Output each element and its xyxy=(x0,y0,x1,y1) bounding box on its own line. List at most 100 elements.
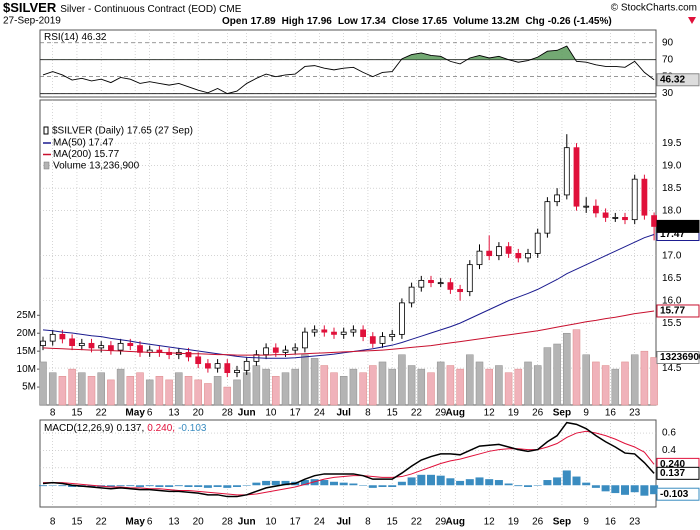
x-tick-label: Sep xyxy=(553,517,571,528)
x-tick-label: 15 xyxy=(71,408,83,419)
candle-body xyxy=(59,333,66,340)
quote-value: -0.26 (-1.45%) xyxy=(548,16,612,27)
volume-bar xyxy=(97,372,105,406)
macd-histogram-bar xyxy=(320,480,329,486)
x-tick-label: Jun xyxy=(238,408,256,419)
volume-bar xyxy=(466,354,474,406)
quote-label: Close xyxy=(392,16,420,27)
candle-body xyxy=(554,194,560,203)
volume-bar xyxy=(582,354,590,406)
macd-tag-box xyxy=(656,466,700,480)
macd-histogram-bar xyxy=(456,480,465,486)
y-tick-label: 14.5 xyxy=(662,363,682,374)
macd-legend-value: -0.103 xyxy=(178,423,207,434)
volume-bar xyxy=(533,365,542,406)
ma-tag-box xyxy=(656,304,700,318)
macd-histogram-bar xyxy=(145,485,154,487)
quote-label: Low xyxy=(338,16,358,27)
candle-body xyxy=(263,347,270,356)
candle-body xyxy=(612,217,619,219)
volume-bar xyxy=(553,343,561,406)
date: 27-Sep-2019 xyxy=(3,16,61,27)
volume-bar xyxy=(39,361,47,406)
candle-body xyxy=(272,347,279,353)
x-tick-label: 12 xyxy=(484,408,496,419)
x-tick-label: Sep xyxy=(553,408,571,419)
x-tick-label: 16 xyxy=(605,517,617,528)
x-tick-label: 8 xyxy=(365,517,371,528)
volume-bar xyxy=(330,372,338,406)
legend-entry: MA(200) 15.77 xyxy=(53,149,120,160)
candle-body xyxy=(69,338,75,347)
x-tick-label: Jul xyxy=(336,517,351,528)
candle-body xyxy=(563,147,570,196)
macd-histogram-bar xyxy=(485,479,494,486)
macd-histogram-bar xyxy=(271,480,280,486)
candle-body xyxy=(321,329,328,333)
macd-histogram-bar xyxy=(621,485,629,495)
x-tick-label: 20 xyxy=(193,408,205,419)
rsi-tick-label: 70 xyxy=(662,54,674,65)
volume-bar xyxy=(485,368,493,406)
candle-body xyxy=(369,336,376,344)
macd-histogram-bar xyxy=(427,474,435,486)
ma-tag: 15.77 xyxy=(660,306,685,317)
macd-histogram-bar xyxy=(203,485,212,488)
rsi-panel xyxy=(39,29,657,98)
volume-bar xyxy=(165,379,173,406)
rsi-tick-label: 30 xyxy=(662,88,674,99)
rsi-tick-label: 90 xyxy=(662,37,674,48)
price-panel xyxy=(39,99,657,406)
legend-volume-icon xyxy=(43,161,50,170)
rsi-line xyxy=(42,45,655,95)
macd-panel xyxy=(39,419,657,508)
x-tick-label: 28 xyxy=(222,408,234,419)
candle-body xyxy=(282,349,289,353)
macd-histogram-bar xyxy=(242,485,251,486)
candle-body xyxy=(185,351,192,358)
candle-body xyxy=(583,205,590,208)
x-tick-label: 22 xyxy=(96,408,108,419)
macd-histogram-bar xyxy=(359,485,368,486)
volume-bar xyxy=(378,361,387,406)
macd-tag: -0.103 xyxy=(660,489,689,500)
macd-histogram-bar xyxy=(650,485,659,495)
symbol: $SILVER xyxy=(3,0,57,15)
ma-tag: 17.47 xyxy=(660,229,685,240)
x-tick-label: 23 xyxy=(629,408,641,419)
candle-body xyxy=(428,279,434,284)
volume-bar xyxy=(524,361,532,406)
x-tick-label: 9 xyxy=(583,408,589,419)
volume-bar xyxy=(68,368,76,406)
x-tick-label: 22 xyxy=(96,517,108,528)
x-tick-label: 19 xyxy=(508,517,520,528)
legend-candle-icon xyxy=(43,126,49,135)
quote-label: Chg xyxy=(525,16,544,27)
x-tick-label: 8 xyxy=(50,517,56,528)
macd-histogram-bar xyxy=(155,485,164,487)
candle-body xyxy=(234,369,240,374)
x-tick-label: 15 xyxy=(387,517,399,528)
legend-entry: MA(50) 17.47 xyxy=(53,138,114,149)
candle-body xyxy=(622,217,628,221)
x-tick-label: 12 xyxy=(484,517,496,528)
candle-body xyxy=(466,264,473,293)
candle-body xyxy=(49,333,56,342)
volume-bar xyxy=(107,379,115,406)
quote-value: 17.89 xyxy=(251,16,276,27)
candle-body xyxy=(457,288,464,293)
macd-histogram-bar xyxy=(630,485,639,493)
macd-histogram-bar xyxy=(184,485,193,487)
candle-body xyxy=(534,232,541,254)
quote-value: 17.65 xyxy=(422,16,447,27)
candle-body xyxy=(593,205,599,214)
volume-bar xyxy=(398,354,406,406)
price-tag-box xyxy=(656,219,700,233)
x-tick-label: 26 xyxy=(532,408,544,419)
volume-bar xyxy=(650,357,658,406)
macd-histogram-bar xyxy=(572,476,581,486)
x-tick-label: May xyxy=(125,517,145,528)
candle-body xyxy=(505,246,512,254)
candle-body xyxy=(340,331,347,335)
volume-bar xyxy=(495,365,503,406)
